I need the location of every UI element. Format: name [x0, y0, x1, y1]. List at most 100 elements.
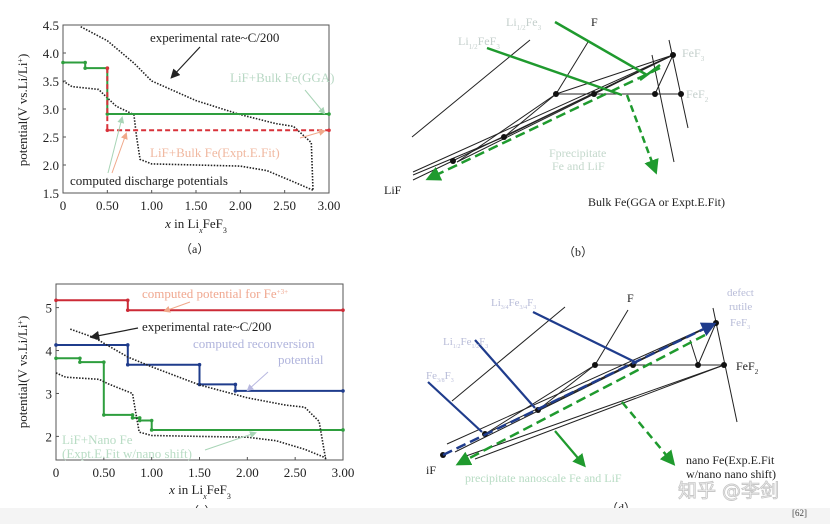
- diagram-d-label-precip: precipitate nanoscale Fe and LiF: [465, 471, 622, 485]
- chart-c-annotation-nano1: LiF+Nano Fe: [62, 432, 133, 447]
- chart-a-ytick-label: 4.0: [43, 46, 59, 61]
- diagram-d-label-fef2: FeF2: [736, 359, 759, 376]
- diagram-b-label-fef2: FeF2: [686, 87, 709, 104]
- chart-a-series-2: [63, 61, 329, 115]
- chart-a-xtick-label: 3.00: [318, 198, 341, 213]
- chart-c-annotation-experimental: experimental rate~C/200: [142, 319, 271, 334]
- chart-a-xtick-label: 2.50: [273, 198, 296, 213]
- diagram-d-label-li34: Li3/4Fe3/4F3: [491, 297, 536, 311]
- chart-c-point: [137, 418, 142, 423]
- chart-c-point: [102, 360, 106, 364]
- diagram-b-label-bulk: Bulk Fe(GGA or Expt.E.Fit): [588, 195, 725, 209]
- chart-a-arrow-gga: [304, 89, 326, 115]
- chart-a-xlabel: x in LixFeF3: [164, 216, 227, 235]
- diagram-d-label-f: F: [627, 291, 634, 305]
- diagram-b-green-line-2: [486, 46, 623, 97]
- diagram-d-label-defect3: FeF3: [730, 317, 750, 331]
- chart-c-ytick-label: 5: [46, 301, 53, 316]
- chart-a-point: [105, 128, 110, 133]
- chart-c-point: [125, 308, 130, 312]
- chart-a-point: [105, 66, 110, 70]
- chart-c-point: [78, 356, 82, 361]
- chart-c-point: [125, 298, 130, 303]
- chart-c-point: [102, 413, 106, 417]
- diagram-d-green-dashed-nano: [621, 401, 676, 466]
- chart-a-series-3: [106, 68, 329, 132]
- chart-c-point: [149, 418, 154, 423]
- chart-a-xtick-label: 1.50: [185, 198, 208, 213]
- chart-c-xtick-label: 0: [53, 465, 60, 480]
- chart-c-annotation-fe3: computed potential for Fe+3+: [142, 286, 288, 301]
- diagram-b-nodes: [450, 52, 684, 164]
- chart-a-ytick-label: 3.0: [43, 102, 59, 117]
- diagram-d-blue-line-34: [532, 311, 638, 364]
- chart-a-xtick-label: 0.50: [96, 198, 119, 213]
- chart-c-point: [233, 382, 238, 387]
- chart-c-point: [341, 389, 345, 393]
- reference-marker: [62]: [792, 508, 807, 518]
- diagram-b-label-f: F: [591, 15, 598, 29]
- chart-c-xlabel: x in LixFeF3: [168, 482, 231, 501]
- diagram-d-label-defect2: rutile: [729, 301, 752, 313]
- chart-a-frame: [62, 24, 330, 194]
- chart-c-point: [130, 413, 135, 417]
- chart-c-point: [78, 360, 82, 364]
- diagram-d-label-defect1: defect: [727, 287, 754, 299]
- diagram-b-label-precip2: Fe and LiF: [552, 159, 605, 173]
- chart-c-xtick-label: 2.00: [236, 465, 259, 480]
- chart-c-point: [125, 343, 130, 347]
- diagram-d-label-li12: Li1/2Fe1/2F3: [443, 336, 488, 350]
- chart-c-xtick-label: 2.50: [284, 465, 307, 480]
- diagram-d-blue-line-12: [474, 339, 536, 409]
- chart-a-arrow-computed-green: [107, 116, 125, 174]
- caption-strip: [0, 508, 830, 524]
- chart-c-series-3: [70, 328, 327, 461]
- diagram-b-label-li12fe: Li1/2Fe3: [506, 15, 542, 32]
- diagram-b-green-line-1: [554, 20, 648, 77]
- chart-c-point: [54, 298, 58, 303]
- diagram-b-label-li12fef3: Li1/2FeF3: [458, 34, 500, 51]
- chart-a-xtick-label: 1.00: [140, 198, 163, 213]
- chart-c-point: [125, 362, 130, 367]
- chart-a-point: [327, 128, 331, 133]
- chart-a-annotation-experimental: experimental rate~C/200: [150, 30, 279, 45]
- diagram-b-label-lif: LiF: [384, 183, 402, 197]
- chart-c-arrow-nano: [204, 431, 257, 451]
- diagram-d-green-arrow-precip: [554, 430, 586, 468]
- diagram-d-blue-line-38: [427, 381, 483, 433]
- diagram-b-green-dashed-lif: [425, 66, 661, 181]
- diagram-b-green-arrow-top: [639, 64, 661, 81]
- chart-a-arrow-computed-red: [111, 132, 128, 174]
- chart-c-ytick-label: 3: [46, 386, 53, 401]
- chart-c-point: [137, 416, 142, 420]
- chart-a-arrow-expt: [299, 129, 326, 139]
- chart-c-arrow-experimental: [89, 327, 139, 341]
- chart-c: 0 0.50 1.00 1.50 2.00 2.50 3.00 2 3 4 5 computed …: [15, 283, 355, 518]
- chart-c-arrow-fe3: [163, 301, 191, 313]
- chart-a-arrow-experimental: [170, 46, 201, 79]
- chart-c-annotation-recon1: computed reconversion: [193, 336, 315, 351]
- chart-c-point: [130, 416, 135, 420]
- chart-a-point: [61, 60, 65, 65]
- chart-a-point: [327, 112, 331, 116]
- chart-a-series-1: [62, 80, 314, 191]
- diagram-d-label-lif: iF: [426, 463, 436, 477]
- diagram-b-tie-lines: [411, 39, 689, 181]
- chart-c-point: [341, 308, 345, 312]
- diagram-b-panel-label: （b）: [563, 245, 593, 259]
- chart-a-point: [83, 66, 87, 70]
- chart-c-point: [197, 362, 202, 367]
- diagram-d-label-nano1: nano Fe(Exp.E.Fit: [686, 453, 775, 467]
- chart-c-xtick-label: 1.50: [188, 465, 211, 480]
- chart-c-xtick-label: 0.50: [92, 465, 115, 480]
- chart-c-xtick-label: 3.00: [332, 465, 355, 480]
- chart-a-ylabel: potential(V vs.Li/Li+): [15, 54, 30, 167]
- chart-c-xtick-label: 1.00: [140, 465, 163, 480]
- chart-c-annotation-recon2: potential: [278, 352, 324, 367]
- chart-c-ylabel: potential(V vs.Li/Li+): [15, 316, 30, 429]
- chart-a-annotation-gga: LiF+Bulk Fe(GGA): [230, 70, 334, 85]
- chart-c-series-0: [56, 299, 343, 312]
- chart-a-annotation-computed: computed discharge potentials: [70, 173, 228, 188]
- diagram-d: Li3/4Fe3/4F3 Li1/2Fe1/2F3 Fe3/8F3 F defe…: [426, 287, 776, 515]
